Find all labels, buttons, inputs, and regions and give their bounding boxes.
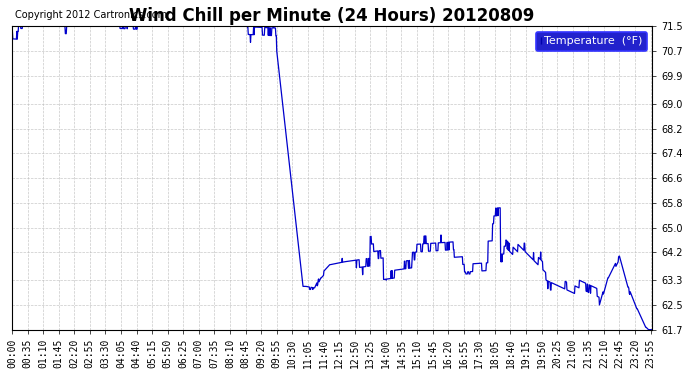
Temperature  (°F) [14,23,23,27]
Temperature  (°F) [644,327,653,332]
Temperature  (°F) [150,23,159,27]
Temperature  (°F) [573,285,581,289]
Temperature  (°F) [516,244,524,249]
Temperature  (°F) [433,249,441,253]
Line: Temperature  (°F): Temperature (°F) [12,25,653,330]
Temperature  (°F) [649,327,657,332]
Temperature  (°F) [8,37,16,41]
Temperature  (°F) [135,23,144,27]
Temperature  (°F) [222,23,230,27]
Text: Copyright 2012 Cartronics.com: Copyright 2012 Cartronics.com [15,10,167,20]
Title: Wind Chill per Minute (24 Hours) 20120809: Wind Chill per Minute (24 Hours) 2012080… [130,7,535,25]
Legend: Temperature  (°F): Temperature (°F) [536,32,647,51]
